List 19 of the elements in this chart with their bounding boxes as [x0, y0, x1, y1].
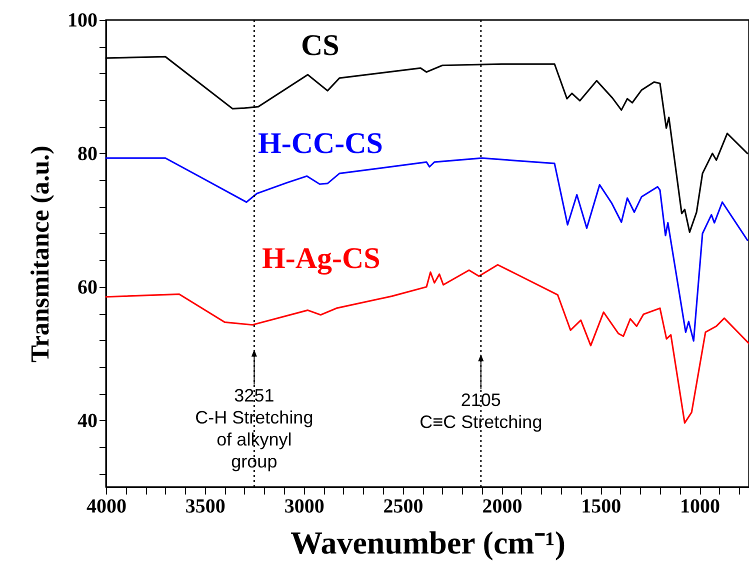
- y-tick-label: 60: [78, 276, 98, 298]
- series-label: H-Ag-CS: [262, 242, 380, 275]
- y-tick-label: 80: [78, 142, 98, 165]
- y-axis-title: Transmitance (a.u.): [26, 146, 54, 362]
- series-label: CS: [301, 29, 340, 62]
- x-tick-label: 4000: [86, 496, 126, 518]
- series-label: H-CC-CS: [258, 127, 383, 160]
- x-tick-label: 1500: [581, 496, 622, 518]
- x-tick-label: 2500: [383, 496, 424, 518]
- x-axis-title: Wavenumber (cm⁻¹): [290, 524, 566, 560]
- x-tick-label: 1000: [680, 496, 720, 518]
- x-tick-label: 2000: [482, 496, 522, 518]
- line-series: [105, 157, 748, 342]
- annotation: 3251 C-H Stretching of alkynyl group: [195, 386, 314, 472]
- x-tick-label: 3500: [185, 496, 226, 518]
- y-tick-label: 40: [78, 410, 98, 432]
- y-tick-label: 100: [68, 10, 98, 32]
- annotation: 2105 C≡C Stretching: [420, 390, 542, 432]
- x-tick-label: 3000: [284, 496, 324, 518]
